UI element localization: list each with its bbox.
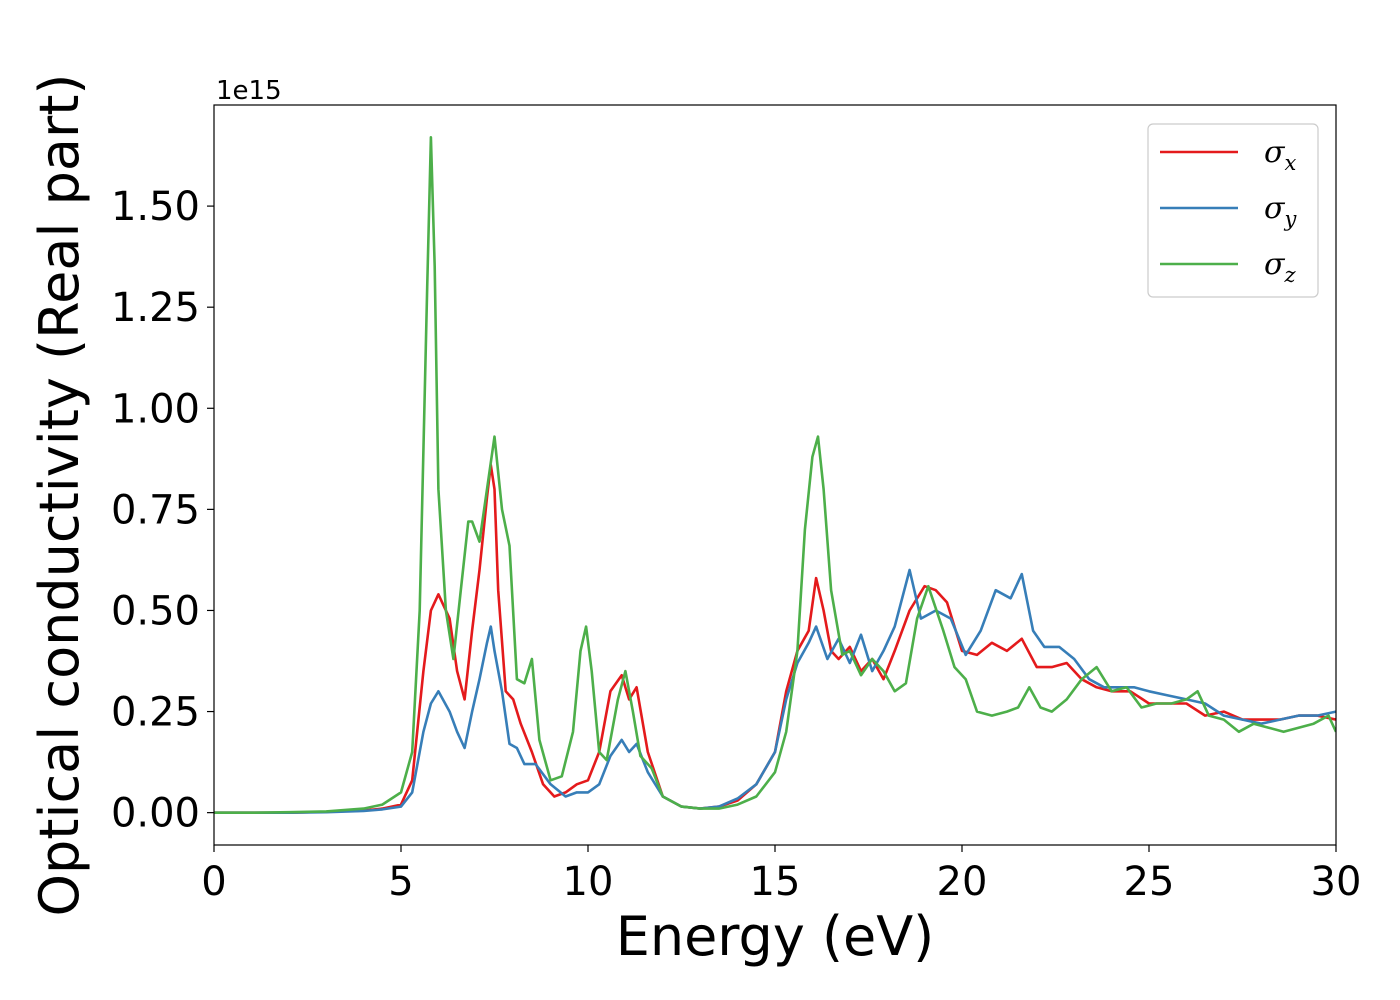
x-axis: 0 5 10 15 20 25 30 (201, 845, 1361, 905)
series-line-z (214, 136, 1336, 814)
x-tick-label: 5 (388, 859, 413, 905)
legend-label-x: σx (1264, 135, 1296, 175)
x-axis-title: Energy (eV) (616, 905, 935, 968)
x-tick-label: 10 (563, 859, 614, 905)
x-tick-label: 30 (1311, 859, 1362, 905)
y-axis-title: Optical conductivity (Real part) (28, 74, 91, 917)
legend: σx σy σz (1147, 123, 1319, 298)
y-axis: 0.00 0.25 0.50 0.75 1.00 1.25 1.50 (111, 184, 214, 837)
y-tick-label: 0.00 (111, 791, 200, 837)
x-tick-label: 25 (1124, 859, 1175, 905)
y-tick-label: 0.25 (111, 690, 200, 736)
y-tick-label: 1.25 (111, 285, 200, 331)
series-line-y (214, 568, 1336, 814)
legend-label-y: σy (1264, 191, 1297, 231)
y-tick-label: 1.50 (111, 184, 200, 230)
x-tick-label: 20 (937, 859, 988, 905)
y-tick-label: 1.00 (111, 386, 200, 432)
x-tick-label: 15 (750, 859, 801, 905)
y-offset-label: 1e15 (216, 76, 282, 106)
legend-box (1147, 123, 1319, 298)
series-layer (214, 136, 1336, 814)
legend-label-z: σz (1264, 247, 1296, 287)
y-tick-label: 0.50 (111, 588, 200, 634)
x-tick-label: 0 (201, 859, 226, 905)
y-tick-label: 0.75 (111, 487, 200, 533)
series-line-x (214, 463, 1336, 814)
